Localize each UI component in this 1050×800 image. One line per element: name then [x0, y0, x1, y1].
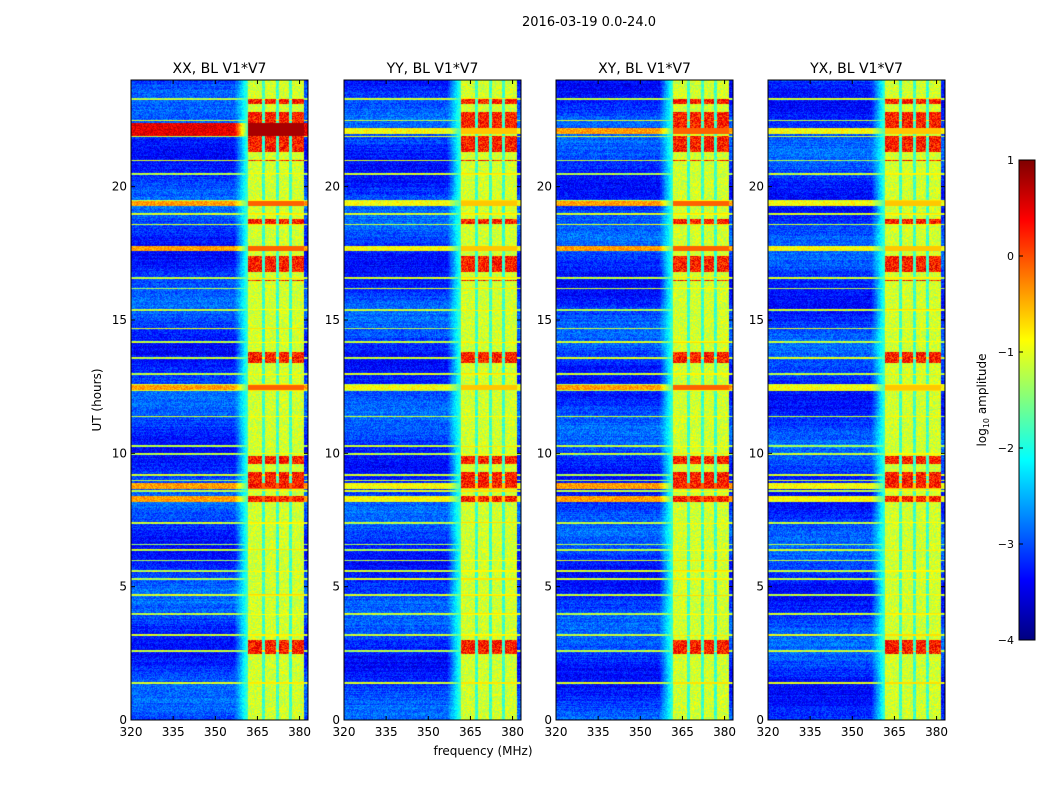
y-tick-label: 10	[112, 446, 127, 460]
y-tick-label: 10	[537, 446, 552, 460]
heatmap-image	[344, 80, 521, 720]
colorbar-tick-label: −3	[998, 538, 1014, 551]
y-tick-label: 5	[332, 580, 340, 594]
y-tick-label: 15	[112, 313, 127, 327]
y-tick-label: 15	[537, 313, 552, 327]
x-tick-label: 365	[459, 725, 482, 739]
x-tick-label: 320	[333, 725, 356, 739]
y-tick-label: 10	[749, 446, 764, 460]
y-tick-label: 5	[119, 580, 127, 594]
panel-title: YY, BL V1*V7	[386, 61, 479, 77]
x-tick-label: 335	[799, 725, 822, 739]
y-tick-label: 0	[756, 713, 764, 727]
y-tick-label: 20	[112, 180, 127, 194]
panel-title: XY, BL V1*V7	[598, 61, 691, 77]
colorbar-label-log: log	[975, 428, 989, 446]
x-tick-label: 320	[757, 725, 780, 739]
x-axis-label: frequency (MHz)	[433, 744, 532, 758]
x-tick-label: 320	[120, 725, 143, 739]
x-tick-label: 335	[162, 725, 185, 739]
x-tick-label: 365	[671, 725, 694, 739]
y-tick-label: 0	[119, 713, 127, 727]
colorbar-tick-label: 0	[1007, 250, 1014, 263]
heatmap-canvas	[344, 80, 521, 720]
x-tick-label: 380	[713, 725, 736, 739]
heatmap-canvas	[556, 80, 733, 720]
x-tick-label: 365	[883, 725, 906, 739]
heatmap-image	[556, 80, 733, 720]
x-tick-label: 365	[246, 725, 269, 739]
x-tick-label: 380	[501, 725, 524, 739]
figure-suptitle: 2016-03-19 0.0-24.0	[522, 15, 656, 30]
y-tick-label: 5	[756, 580, 764, 594]
colorbar-tick-label: −1	[998, 346, 1014, 359]
y-tick-label: 5	[544, 580, 552, 594]
y-tick-label: 20	[537, 180, 552, 194]
heatmap-image	[768, 80, 945, 720]
axes-frame	[130, 79, 309, 721]
colorbar-label: log10 amplitude	[975, 354, 991, 447]
x-tick-label: 350	[629, 725, 652, 739]
panel-title: YX, BL V1*V7	[809, 61, 903, 77]
y-tick-label: 0	[544, 713, 552, 727]
y-tick-label: 20	[325, 180, 340, 194]
x-tick-label: 350	[841, 725, 864, 739]
x-tick-label: 350	[204, 725, 227, 739]
heatmap-canvas	[768, 80, 945, 720]
axes-frame	[767, 79, 946, 721]
y-tick-label: 15	[325, 313, 340, 327]
x-tick-label: 350	[417, 725, 440, 739]
panel-4: YX, BL V1*V7 320 335 350 365 380 0 5 10 15 20	[749, 61, 948, 739]
y-tick-label: 10	[325, 446, 340, 460]
heatmap-canvas	[131, 80, 308, 720]
colorbar-tick-label: −4	[998, 634, 1014, 647]
colorbar-ticks: 1 0 −1 −2 −3 −4	[998, 154, 1023, 647]
x-tick-label: 380	[925, 725, 948, 739]
y-tick-label: 20	[749, 180, 764, 194]
colorbar-bar	[1018, 159, 1036, 641]
x-tick-label: 335	[587, 725, 610, 739]
panel-title: XX, BL V1*V7	[173, 61, 267, 77]
axes-frame	[555, 79, 734, 721]
panel-2: YY, BL V1*V7 320 335 350 365 380 0 5 10 15 20	[325, 61, 524, 739]
x-tick-label: 335	[375, 725, 398, 739]
axes-frame	[343, 79, 522, 721]
panel-3: XY, BL V1*V7 320 335 350 365 380 0 5 10 15 20	[537, 61, 736, 739]
colorbar: 10−1−2−3−4 log10 amplitude	[975, 154, 1036, 647]
colorbar-tick-label: −2	[998, 442, 1014, 455]
colorbar-label-rest: amplitude	[975, 354, 989, 418]
colorbar-label-sub: 10	[982, 418, 991, 428]
x-tick-label: 380	[288, 725, 311, 739]
y-tick-label: 0	[332, 713, 340, 727]
y-axis-label: UT (hours)	[90, 368, 104, 431]
colorbar-tick-label: 1	[1007, 154, 1014, 167]
panel-1: XX, BL V1*V7 320 335 350 365 380 0 5 10 15 20	[112, 61, 311, 739]
y-tick-label: 15	[749, 313, 764, 327]
heatmap-image	[131, 80, 308, 720]
x-tick-label: 320	[545, 725, 568, 739]
